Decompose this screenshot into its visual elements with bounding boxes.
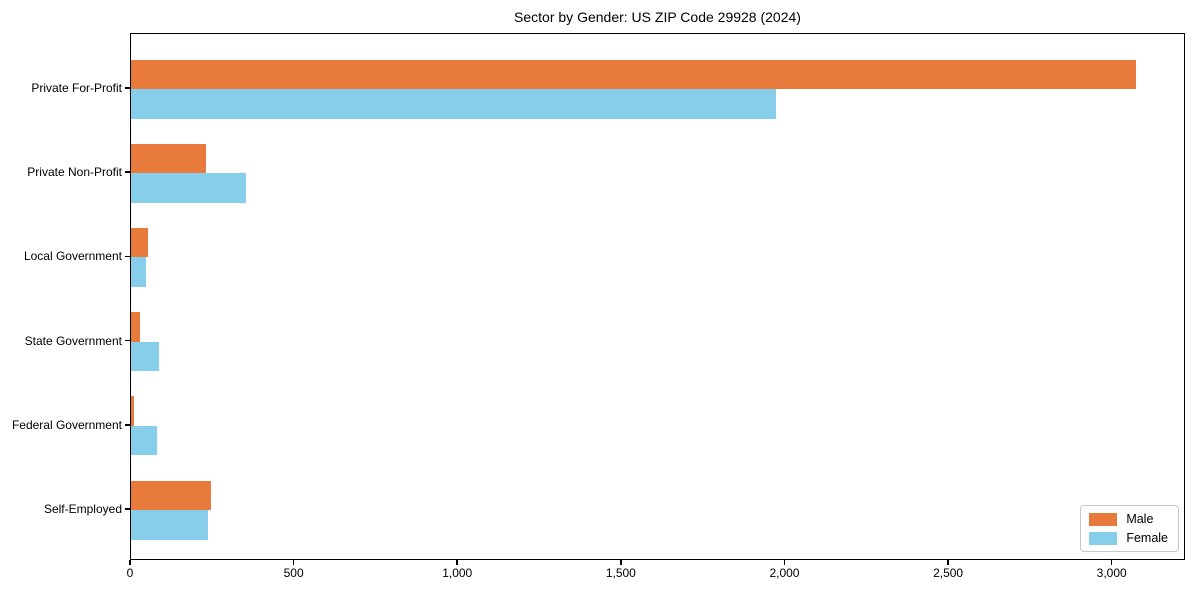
bar-male-local-government: [131, 227, 149, 258]
bar-female-self-employed: [131, 510, 208, 540]
x-tick-2000: [783, 560, 786, 565]
legend-entry-male: Male: [1089, 512, 1168, 526]
legend: Male Female: [1080, 505, 1179, 552]
y-tick-self-employed: [125, 508, 130, 510]
x-tick-3000: [1110, 560, 1113, 565]
bar-female-federal-government: [131, 425, 158, 456]
bar-female-private-non-profit: [131, 173, 246, 203]
x-tick-500: [292, 560, 295, 565]
x-tick-label-500: 500: [283, 566, 304, 580]
bar-female-local-government: [131, 257, 146, 287]
x-tick-label-1000: 1,000: [442, 566, 473, 580]
x-tick-2500: [947, 560, 949, 565]
chart-title: Sector by Gender: US ZIP Code 29928 (202…: [514, 9, 801, 25]
legend-swatch-female: [1089, 531, 1118, 545]
y-tick-label-federal-government: Federal Government: [11, 417, 122, 432]
y-tick-private-non-profit: [125, 171, 130, 173]
y-tick-label-local-government: Local Government: [23, 249, 122, 264]
legend-entry-female: Female: [1089, 531, 1168, 545]
bar-male-federal-government: [131, 396, 134, 426]
x-tick-label-2500: 2,500: [933, 566, 964, 580]
y-tick-state-government: [125, 339, 130, 342]
x-tick-label-3000: 3,000: [1096, 566, 1127, 580]
bar-female-private-for-profit: [131, 89, 776, 119]
y-tick-private-for-profit: [125, 87, 130, 89]
x-tick-label-0: 0: [126, 566, 134, 580]
x-tick-1500: [620, 560, 622, 565]
x-tick-label-2000: 2,000: [769, 566, 800, 580]
y-tick-label-self-employed: Self-Employed: [43, 502, 122, 516]
x-tick-1000: [456, 560, 458, 565]
legend-swatch-male: [1089, 512, 1118, 526]
y-tick-label-private-non-profit: Private Non-Profit: [27, 165, 122, 180]
y-tick-federal-government: [125, 424, 130, 426]
x-tick-label-1500: 1,500: [605, 566, 636, 580]
bar-male-state-government: [131, 312, 141, 342]
legend-label-male: Male: [1126, 512, 1154, 526]
y-tick-label-state-government: State Government: [24, 333, 122, 348]
y-tick-local-government: [125, 255, 130, 258]
plot-area: Male Female: [130, 33, 1185, 560]
x-tick-0: [129, 560, 131, 565]
y-tick-label-private-for-profit: Private For-Profit: [31, 81, 122, 95]
legend-label-female: Female: [1126, 531, 1168, 545]
bar-male-private-for-profit: [131, 59, 1136, 89]
bar-female-state-government: [131, 341, 159, 372]
bar-male-self-employed: [131, 480, 212, 510]
bar-male-private-non-profit: [131, 143, 207, 174]
